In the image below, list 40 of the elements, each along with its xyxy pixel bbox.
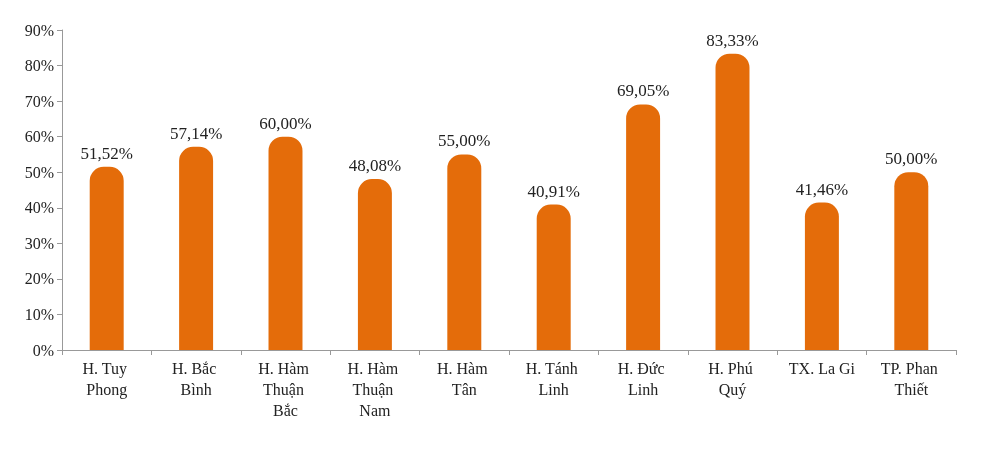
data-label: 69,05% xyxy=(616,81,670,101)
data-label: 83,33% xyxy=(706,30,759,50)
y-tick-label: 80% xyxy=(24,57,54,75)
x-tick-label: H. Hàm Tân xyxy=(436,360,492,398)
data-label: 41,46% xyxy=(795,179,849,199)
data-label: 55,00% xyxy=(438,131,491,151)
bar xyxy=(626,104,661,350)
bar xyxy=(179,146,214,350)
x-tick-label: H. Tánh Linh xyxy=(525,360,582,398)
y-tick-label: 50% xyxy=(24,163,54,181)
bar xyxy=(89,166,124,350)
x-tick-label: H. Bắc Bình xyxy=(171,360,221,398)
y-tick-label: 0% xyxy=(32,341,54,359)
data-label: 57,14% xyxy=(169,123,223,143)
bar xyxy=(894,172,929,350)
y-tick-label: 90% xyxy=(24,21,54,39)
data-label: 48,08% xyxy=(348,156,402,176)
y-tick-label: 60% xyxy=(24,128,54,146)
y-tick-label: 70% xyxy=(24,92,54,110)
y-tick-label: 10% xyxy=(24,305,54,323)
bar xyxy=(536,204,571,350)
x-tick-label: H. Phú Quý xyxy=(708,360,757,399)
x-tick-label: H. Hàm Thuận Bắc xyxy=(258,360,313,419)
x-tick-label: TP. Phan Thiết xyxy=(880,360,942,398)
bar xyxy=(715,53,750,350)
data-label: 51,52% xyxy=(80,143,133,163)
x-tick-label: H. Tuy Phong xyxy=(82,360,131,399)
bar xyxy=(804,202,839,350)
x-tick-label: TX. La Gi xyxy=(788,360,856,377)
bar xyxy=(357,179,392,350)
data-label: 60,00% xyxy=(259,113,312,133)
data-label: 40,91% xyxy=(527,181,580,201)
y-tick-label: 30% xyxy=(24,234,54,252)
data-label: 50,00% xyxy=(885,149,938,169)
x-tick-label: H. Đức Linh xyxy=(617,360,669,398)
y-tick-label: 20% xyxy=(24,270,54,288)
bar xyxy=(447,154,482,350)
bar xyxy=(268,136,303,350)
x-tick-label: H. Hàm Thuận Nam xyxy=(347,360,403,419)
y-tick-label: 40% xyxy=(24,199,54,217)
